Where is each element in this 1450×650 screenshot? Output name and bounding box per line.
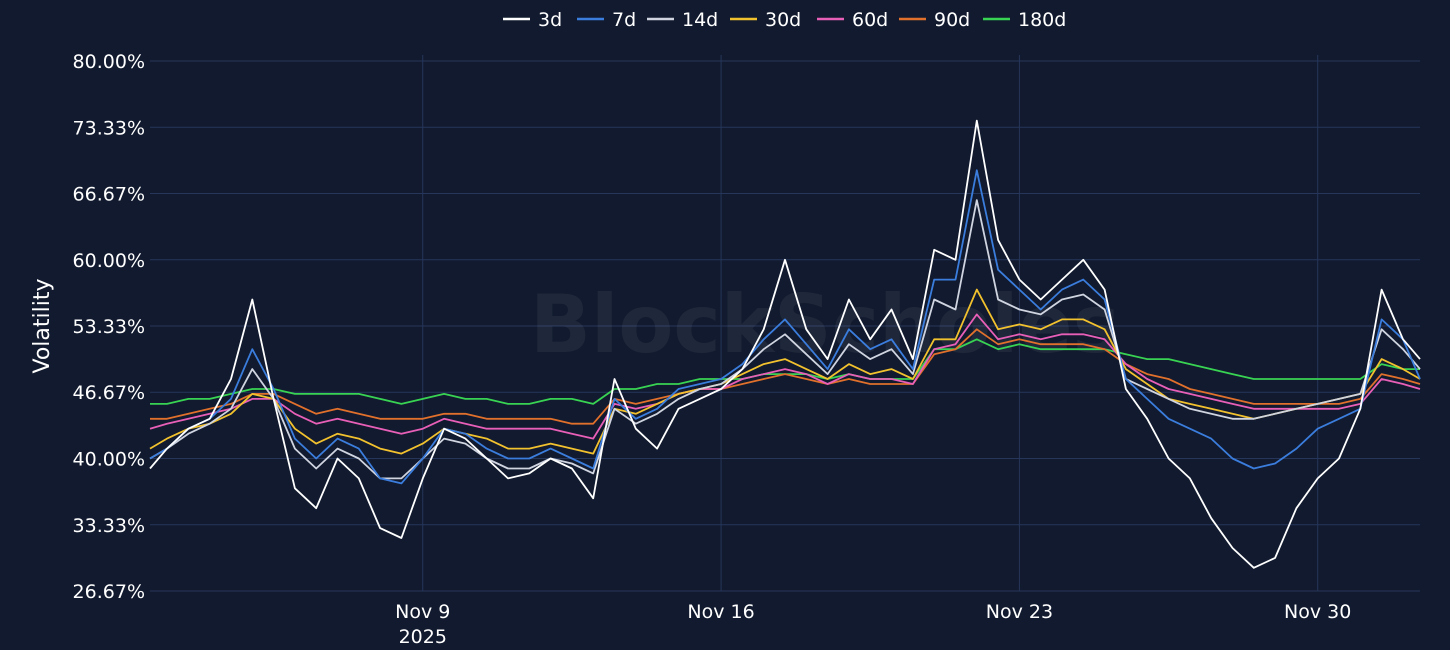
series-line-90d (150, 328, 1421, 425)
y-axis: 26.67% 33.33% 40.00% 46.67% 53.33% 60.00% 66.6… (73, 51, 145, 603)
series-line-30d (149, 288, 1421, 455)
x-tick-label: Nov 23 (986, 601, 1053, 623)
series-line-14d (149, 199, 1421, 480)
legend-label-60d[interactable]: 60d (852, 9, 888, 31)
x-tick-label: Nov 30 (1284, 601, 1351, 623)
series-line-7d (149, 169, 1421, 485)
legend-label-30d[interactable]: 30d (765, 9, 801, 31)
y-tick-label: 53.33% (73, 316, 145, 338)
legend-label-14d[interactable]: 14d (682, 9, 718, 31)
y-tick-label: 26.67% (73, 581, 145, 603)
series-line-60d (149, 313, 1421, 440)
legend-label-90d[interactable]: 90d (934, 9, 970, 31)
legend-label-7d[interactable]: 7d (612, 9, 636, 31)
y-tick-label: 60.00% (73, 250, 145, 272)
x-tick-label: Nov 16 (687, 601, 754, 623)
y-tick-label: 46.67% (73, 382, 145, 404)
x-tick-year-label: 2025 (399, 626, 447, 648)
y-tick-label: 66.67% (73, 183, 145, 205)
series-line-3d (149, 119, 1421, 569)
y-tick-label: 73.33% (73, 117, 145, 139)
y-tick-label: 40.00% (73, 449, 145, 471)
series-layer (149, 119, 1421, 569)
legend: 3d 7d 14d 30d 60d 90d 180d (503, 9, 1066, 31)
y-tick-label: 33.33% (73, 515, 145, 537)
y-tick-label: 80.00% (73, 51, 145, 73)
x-axis: Nov 9 2025 Nov 16 Nov 23 Nov 30 (395, 601, 1351, 648)
legend-label-180d[interactable]: 180d (1018, 9, 1066, 31)
legend-label-3d[interactable]: 3d (538, 9, 562, 31)
x-tick-label: Nov 9 (395, 601, 450, 623)
y-axis-title: Volatility (30, 278, 55, 373)
